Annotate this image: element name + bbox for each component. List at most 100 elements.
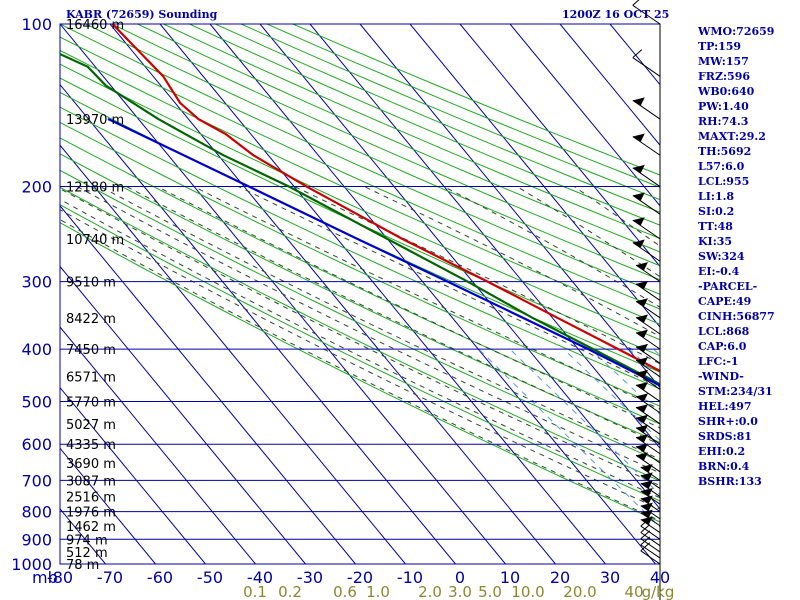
isotherm-line: [309, 24, 660, 450]
wind-barb: [635, 262, 661, 283]
parcel-point: [587, 348, 590, 350]
wind-barb: [632, 192, 661, 215]
height-label: 3690 m: [66, 457, 116, 472]
isotherm-line: [359, 24, 660, 389]
wind-barb: [635, 329, 661, 350]
dewpoint-point: [531, 316, 534, 319]
dewpoint-point: [386, 238, 389, 240]
wind-barb: [640, 542, 661, 565]
pressure-tick-label: 400: [21, 340, 52, 359]
pressure-temperature-grid: [59, 23, 661, 565]
temperature-point: [617, 348, 620, 350]
dry-adiabat-line: [85, 24, 660, 281]
wind-barbs: [632, 0, 661, 600]
wind-barb: [635, 393, 661, 414]
index-item: CAP:6.0: [698, 340, 747, 353]
temperature-tick-label: -20: [347, 568, 373, 587]
temperature-point: [556, 316, 559, 319]
mixing-ratio-line: [478, 348, 660, 528]
dry-adiabat-line: [60, 121, 660, 407]
wind-barb-shaft: [635, 346, 661, 364]
pressure-tick-label: 100: [21, 15, 52, 34]
wind-barb-pennant: [632, 97, 645, 106]
wind-barb-feather: [640, 536, 651, 546]
temperature-tick-label: 10: [500, 568, 520, 587]
mixing-ratio-label: 40: [624, 583, 643, 600]
height-label: 6571 m: [66, 371, 116, 386]
height-label: 974 m: [66, 533, 108, 548]
wind-barb-shaft: [632, 57, 661, 77]
dewpoint-point: [157, 118, 160, 120]
height-label: 10740 m: [66, 233, 124, 248]
wind-barb: [635, 280, 661, 301]
wind-barb-shaft: [635, 359, 661, 378]
wind-barb: [632, 164, 661, 187]
wind-barb-pennant: [636, 329, 648, 338]
temperature-tick-label: -50: [197, 568, 223, 587]
temperature-point: [486, 280, 489, 283]
isotherm-line: [60, 205, 356, 564]
index-item: MAXT:29.2: [698, 130, 766, 143]
wind-barb-pennant: [636, 452, 648, 461]
moist-adiabat-line: [238, 186, 660, 389]
wind-barb-shaft: [635, 395, 661, 414]
wind-barb: [632, 239, 661, 262]
wind-barb-pennant: [636, 314, 648, 323]
sounding-indices-panel: WMO:72659 TP:159 MW:157 FRZ:596 WB0:640 PW:1.…: [698, 24, 775, 489]
pressure-tick-label: 200: [21, 178, 52, 197]
temperature-tick-label: -10: [397, 568, 423, 587]
temperature-point: [401, 238, 404, 240]
dry-adiabat-line: [60, 169, 660, 462]
pressure-tick-label: 900: [21, 530, 52, 549]
wind-barb-shaft: [632, 136, 661, 156]
dry-adiabat-line: [137, 24, 660, 253]
wind-barb-shaft: [635, 446, 661, 464]
index-item: -WIND-: [698, 370, 744, 383]
height-label: 1976 m: [66, 506, 116, 521]
index-item: KI:35: [698, 235, 733, 248]
wind-barb-pennant: [632, 164, 645, 173]
dry-adiabat-line: [111, 24, 660, 267]
index-item: STM:234/31: [698, 385, 773, 398]
wind-barb: [635, 404, 661, 425]
isotherm-line: [60, 326, 256, 564]
pressure-tick-label: 1000: [11, 555, 52, 574]
index-item: TP:159: [698, 40, 742, 53]
wind-barb-pennant: [632, 217, 645, 226]
wind-barb-shaft: [640, 532, 661, 547]
index-item: EI:-0.4: [698, 265, 740, 278]
temperature-tick-label: 40: [650, 568, 670, 587]
isotherm-line: [109, 24, 556, 564]
wind-barb-pennant: [636, 369, 648, 378]
wind-barb-shaft: [640, 544, 661, 559]
index-item: CAPE:49: [698, 295, 752, 308]
height-label: 7450 m: [66, 343, 116, 358]
wind-barb-shaft: [635, 406, 661, 425]
wind-barb: [640, 536, 661, 559]
height-label: 8422 m: [66, 312, 116, 327]
dry-adiabat-line: [60, 77, 660, 357]
wind-barb-pennant: [636, 357, 648, 366]
wind-barb-pennant: [636, 424, 648, 433]
wind-barb-feather: [640, 542, 651, 552]
dewpoint-profile-line: [60, 52, 660, 386]
wind-barb-pennant: [640, 480, 653, 489]
wind-barb-pennant: [632, 192, 645, 201]
isotherm-line: [209, 24, 656, 564]
wind-barb: [632, 49, 661, 77]
wind-barb-shaft: [632, 167, 661, 187]
isotherm-line: [259, 24, 660, 510]
dry-adiabat-line: [60, 222, 660, 523]
temperature-point: [252, 154, 255, 157]
index-item: SRDS:81: [698, 430, 752, 443]
wind-barb-pennant: [640, 472, 653, 481]
temperature-tick-label: -40: [247, 568, 273, 587]
wind-barb-pennant: [636, 343, 648, 352]
isotherm-line: [60, 83, 456, 564]
mixing-ratio-line: [509, 348, 660, 496]
height-label: 12180 m: [66, 181, 124, 196]
index-item: TT:48: [698, 220, 733, 233]
index-item: EHI:0.2: [698, 445, 746, 458]
